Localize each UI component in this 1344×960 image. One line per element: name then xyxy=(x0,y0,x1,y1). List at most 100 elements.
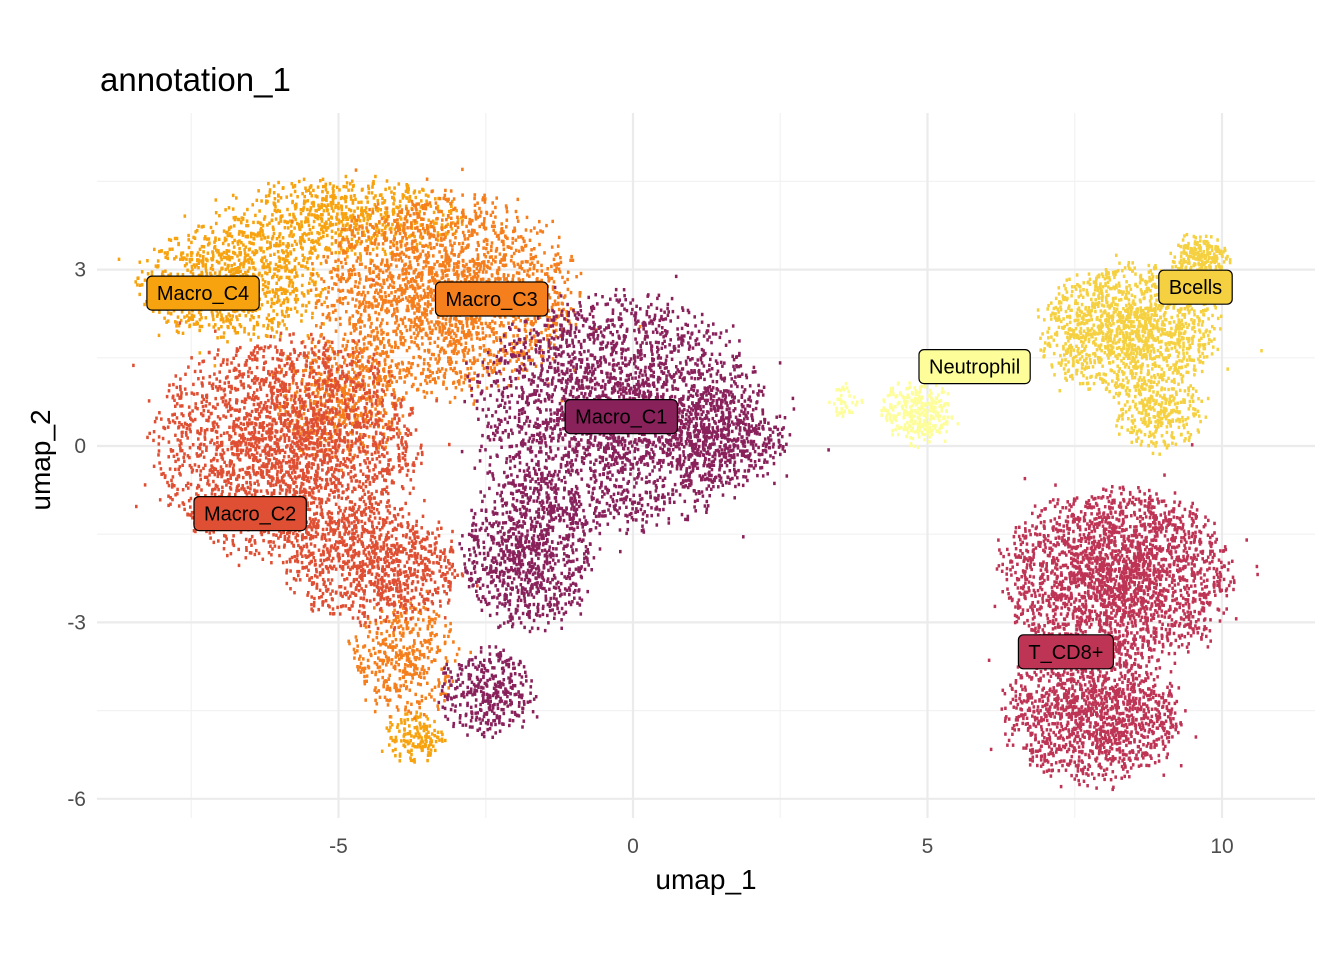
cell-point xyxy=(407,308,410,313)
cell-point xyxy=(217,261,221,265)
cell-point xyxy=(485,238,489,242)
cell-point xyxy=(166,256,170,261)
cell-point xyxy=(436,260,439,264)
cell-point xyxy=(385,238,388,242)
cell-point xyxy=(402,277,406,282)
cell-point xyxy=(494,215,497,219)
cell-point xyxy=(459,216,463,220)
cell-point xyxy=(417,610,421,614)
cell-point xyxy=(415,725,419,729)
cell-point xyxy=(486,250,490,255)
cell-point xyxy=(320,302,324,307)
cell-point xyxy=(279,219,282,223)
cell-point xyxy=(256,220,260,225)
cell-point xyxy=(496,268,499,273)
cell-point xyxy=(375,690,378,694)
cell-point xyxy=(391,621,394,626)
cell-point xyxy=(285,264,288,268)
cell-point xyxy=(214,323,217,327)
cell-point xyxy=(440,223,444,227)
cell-point xyxy=(373,385,376,389)
cell-point xyxy=(312,204,315,208)
cell-point xyxy=(402,645,405,649)
cell-point xyxy=(429,302,432,307)
cell-point xyxy=(353,252,357,256)
cell-point xyxy=(334,222,338,226)
cell-point xyxy=(414,732,418,736)
cell-point xyxy=(405,186,409,191)
cell-point xyxy=(374,686,377,690)
cell-point xyxy=(425,727,429,732)
cell-point xyxy=(412,382,415,387)
cell-point xyxy=(463,274,466,278)
cell-point xyxy=(375,662,379,666)
cell-point xyxy=(414,623,418,627)
cell-point xyxy=(385,387,389,392)
cell-point xyxy=(501,258,505,262)
cell-point xyxy=(337,412,340,416)
cell-point xyxy=(405,686,408,691)
cell-point xyxy=(309,367,312,371)
cell-point xyxy=(341,408,345,412)
cell-point xyxy=(353,218,357,222)
cell-point xyxy=(390,226,393,231)
cell-point xyxy=(512,261,516,265)
cell-point xyxy=(432,254,435,258)
cell-point xyxy=(293,239,297,244)
cell-point xyxy=(174,320,177,324)
cell-point xyxy=(359,661,363,666)
cell-point xyxy=(374,407,377,411)
cell-point xyxy=(357,218,360,222)
cell-point xyxy=(390,345,393,349)
cell-point xyxy=(459,342,463,347)
cell-point xyxy=(231,325,235,330)
cell-point xyxy=(225,249,229,253)
cell-point xyxy=(331,347,334,351)
cell-point xyxy=(452,351,456,355)
cell-point xyxy=(391,195,394,200)
cell-point xyxy=(239,262,243,266)
cell-point xyxy=(363,385,366,389)
cell-point xyxy=(252,261,255,265)
cell-point xyxy=(430,732,434,736)
cell-point xyxy=(411,233,414,237)
cell-point xyxy=(470,337,473,341)
cell-point xyxy=(216,312,220,316)
cell-point xyxy=(368,340,372,345)
cell-point xyxy=(263,215,267,219)
cell-point xyxy=(302,428,306,433)
cell-point xyxy=(407,659,411,663)
cell-point xyxy=(410,199,414,204)
cell-point xyxy=(368,620,372,625)
cell-point xyxy=(318,418,321,422)
cell-point xyxy=(405,296,408,300)
cell-point xyxy=(462,353,466,357)
cell-point xyxy=(331,201,335,205)
cell-point xyxy=(160,272,164,276)
cell-point xyxy=(372,646,376,651)
cell-point xyxy=(193,236,197,240)
cell-point xyxy=(321,184,325,189)
cell-point xyxy=(327,203,330,207)
cell-point xyxy=(236,331,239,335)
cell-point xyxy=(450,216,453,220)
cell-point xyxy=(305,233,308,237)
cell-point xyxy=(488,266,492,270)
cell-point xyxy=(479,264,483,268)
cell-point xyxy=(284,404,287,408)
cell-point xyxy=(481,326,484,331)
cell-point xyxy=(222,414,225,418)
cell-point xyxy=(432,352,435,357)
cell-point xyxy=(242,264,245,269)
cell-point xyxy=(408,750,411,754)
cell-point xyxy=(359,325,362,329)
cell-point xyxy=(399,638,403,642)
cell-point xyxy=(406,664,410,668)
cell-point xyxy=(579,271,583,276)
cell-point xyxy=(500,347,504,352)
cell-point xyxy=(273,197,277,201)
cell-point xyxy=(372,226,376,230)
cell-point xyxy=(191,317,195,322)
cell-point xyxy=(346,404,349,409)
cell-point xyxy=(392,388,395,392)
